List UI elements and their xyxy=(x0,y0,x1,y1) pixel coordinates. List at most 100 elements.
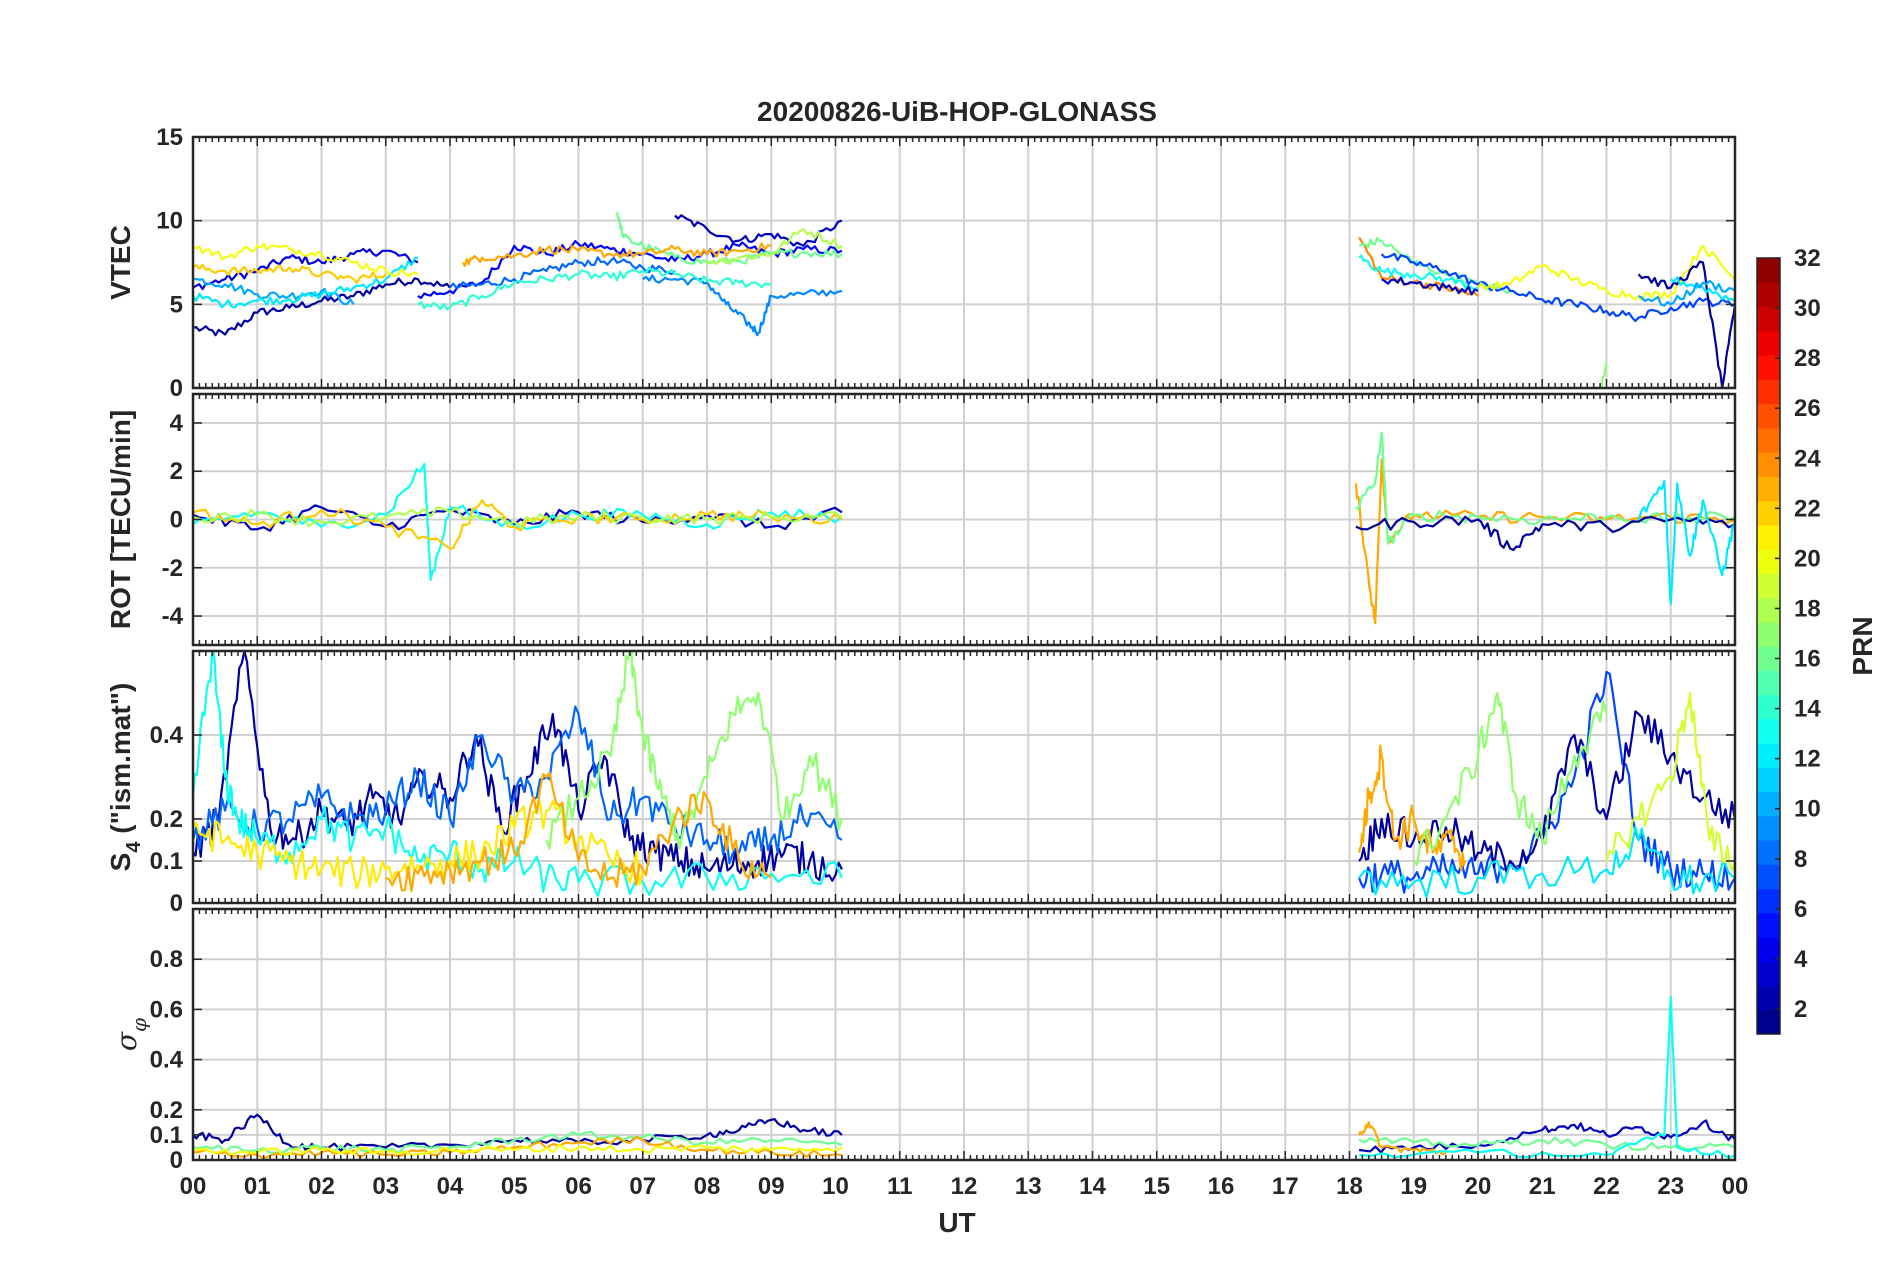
x-tick-label: 17 xyxy=(1272,1173,1299,1200)
grid xyxy=(192,909,1736,1161)
series-line-prn-3 xyxy=(1358,1119,1735,1154)
series-line-prn-20 xyxy=(193,242,419,277)
grid xyxy=(192,394,1736,645)
y-axis-label-sub: φ xyxy=(127,1018,151,1032)
x-tick-label: 02 xyxy=(308,1173,335,1200)
colorbar-segment xyxy=(1757,888,1780,914)
y-tick-label: 0.1 xyxy=(150,1122,183,1149)
colorbar-segment xyxy=(1757,258,1780,283)
panel-sigma_phi: 00.10.2 0.4 0.6 0.8 σφ xyxy=(110,907,1737,1174)
series-line-prn-10 xyxy=(1638,279,1735,307)
x-tick-label: 14 xyxy=(1079,1173,1106,1200)
series-line-prn-18 xyxy=(193,506,843,528)
series-line-prn-10 xyxy=(193,277,355,306)
x-tick-label: 05 xyxy=(501,1173,528,1200)
colorbar-segment xyxy=(1757,621,1780,647)
x-tick-label: 12 xyxy=(951,1173,978,1200)
colorbar-tick-label: 18 xyxy=(1794,595,1821,622)
y-tick-label: 0 xyxy=(170,1147,183,1174)
colorbar-segment xyxy=(1757,524,1780,550)
series-line-prn-2 xyxy=(193,651,843,882)
y-tick-label: 0.8 xyxy=(150,946,183,973)
x-tick-label: 03 xyxy=(372,1173,399,1200)
panel-vtec: 0 5 10 15 VTEC xyxy=(105,124,1737,402)
colorbar-tick-label: 30 xyxy=(1794,295,1821,322)
series-group xyxy=(193,651,1735,898)
y-axis-label-sub: 4 xyxy=(123,841,145,853)
y-axis: 0 5 10 15 xyxy=(156,124,1735,402)
colorbar-segment xyxy=(1757,379,1780,405)
series-line-prn-23 xyxy=(461,242,772,267)
colorbar-segment xyxy=(1757,330,1780,356)
y-tick-label: 10 xyxy=(156,208,183,235)
y-axis-label: VTEC xyxy=(105,225,136,300)
series-line-prn-16 xyxy=(1355,431,1735,545)
x-tick-label: 00 xyxy=(1722,1173,1749,1200)
x-tick-label: 07 xyxy=(629,1173,656,1200)
y-tick-label: 0 xyxy=(170,890,183,917)
colorbar-segment xyxy=(1757,597,1780,623)
series-line-prn-3 xyxy=(1381,276,1479,296)
series-line-prn-23 xyxy=(385,771,772,893)
colorbar-tick-label: 14 xyxy=(1794,696,1821,723)
y-axis-label: ROT [TECU/min] xyxy=(105,410,136,629)
colorbar-tick-label: 32 xyxy=(1794,245,1821,272)
x-tick-label: 11 xyxy=(887,1173,912,1200)
series-group xyxy=(193,431,1735,625)
series-line-prn-13 xyxy=(193,462,843,581)
x-tick-label: 01 xyxy=(244,1173,271,1200)
series-line-prn-12 xyxy=(1637,479,1735,606)
colorbar-segment xyxy=(1757,937,1780,962)
colorbar-tick-label: 6 xyxy=(1794,896,1807,923)
y-axis: -4 -2 0 2 4 xyxy=(162,410,1735,630)
series-line-prn-23 xyxy=(1358,1121,1447,1156)
colorbar-segment xyxy=(1757,355,1780,380)
series-line-prn-3 xyxy=(674,214,843,247)
x-tick-label: 19 xyxy=(1400,1173,1427,1200)
colorbar-segment xyxy=(1757,718,1780,744)
series-line-prn-17 xyxy=(545,651,843,850)
y-axis: 00.10.2 0.4 0.6 0.8 xyxy=(150,946,1735,1174)
series-line-prn-19 xyxy=(1605,691,1735,871)
x-tick-label: 21 xyxy=(1529,1173,1556,1200)
series-line-prn-16 xyxy=(1358,1136,1735,1151)
x-ticks xyxy=(192,137,1736,388)
series-line-prn-13 xyxy=(193,651,843,898)
series-line-prn-8 xyxy=(449,256,676,289)
series-line-prn-23 xyxy=(193,1135,843,1160)
y-tick-label: 0.6 xyxy=(150,996,183,1023)
colorbar-segment xyxy=(1757,306,1780,332)
series-line-prn-8 xyxy=(193,705,843,865)
x-tick-label: 00 xyxy=(180,1173,207,1200)
x-tick-label: 20 xyxy=(1465,1173,1492,1200)
series-line-prn-14 xyxy=(417,266,772,311)
colorbar-segment xyxy=(1757,500,1780,526)
colorbar-segment xyxy=(1757,549,1780,574)
y-axis-label-main: σ xyxy=(110,1031,143,1051)
y-tick-label: 0.4 xyxy=(150,1047,184,1074)
colorbar-tick-label: 24 xyxy=(1794,445,1821,472)
y-tick-label: 4 xyxy=(170,410,184,437)
y-tick-label: 0 xyxy=(170,507,183,534)
x-axis-label: UT xyxy=(938,1207,975,1238)
series-group xyxy=(193,212,1735,388)
colorbar-tick-label: 28 xyxy=(1794,345,1821,372)
colorbar-label: PRN xyxy=(1847,616,1878,675)
colorbar-segment xyxy=(1757,840,1780,865)
series-line-prn-22 xyxy=(193,499,843,550)
x-tick-labels: 00 01 02 03 04 05 06 07 08 09 10 11 12 13 14 15 16 17 18 19… xyxy=(180,1173,1749,1200)
series-line-prn-20 xyxy=(193,1143,843,1156)
series-line-prn-23 xyxy=(1358,744,1467,872)
y-tick-label: 0.2 xyxy=(150,806,183,833)
x-tick-label: 16 xyxy=(1208,1173,1235,1200)
colorbar-segment xyxy=(1757,743,1780,768)
colorbar-segment xyxy=(1757,427,1780,453)
colorbar-segment xyxy=(1757,670,1780,696)
x-ticks xyxy=(192,394,1736,645)
colorbar-frame xyxy=(1756,257,1781,1035)
colorbar-segment xyxy=(1757,694,1780,720)
series-line-prn-16 xyxy=(1358,236,1511,295)
series-line-prn-12 xyxy=(1670,276,1735,302)
